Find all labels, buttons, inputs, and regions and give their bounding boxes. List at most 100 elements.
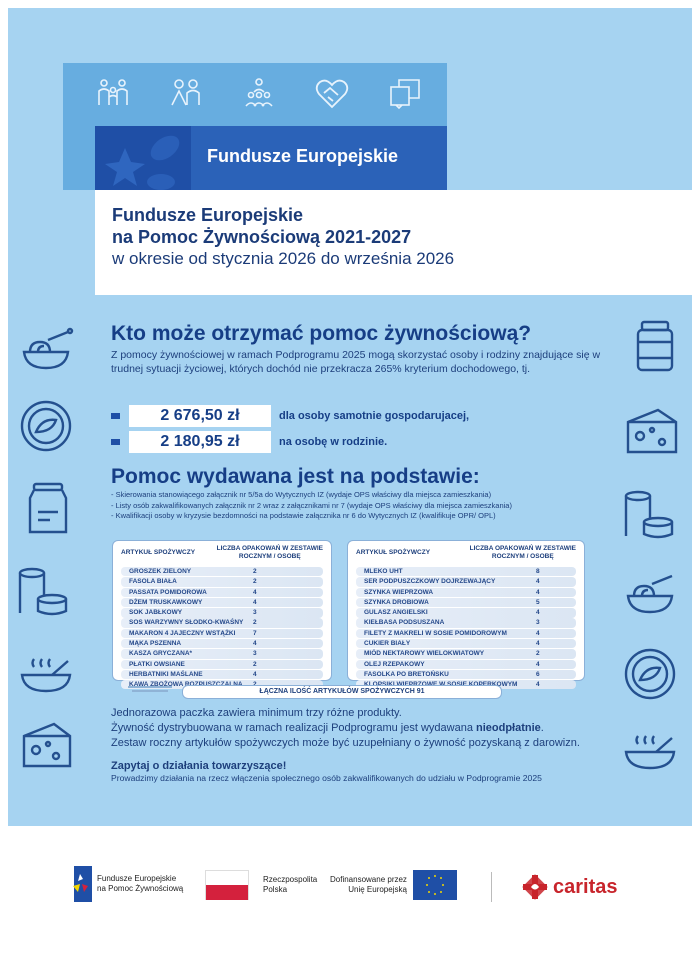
cans-icon — [18, 567, 68, 616]
item-qty: 2 — [253, 578, 257, 586]
basis-item: - Kwalifikacji osoby w kryzysie bezdomno… — [111, 511, 496, 520]
item-name: PŁATKI OWSIANE — [129, 660, 185, 668]
table-row: OLEJ RZEPAKOWY 4 — [356, 659, 576, 669]
item-qty: 4 — [536, 639, 540, 647]
basis-item: - Listy osób zakwalifikowanych załącznik… — [111, 500, 512, 510]
info-line: Jednorazowa paczka zawiera minimum trzy … — [111, 707, 402, 719]
table-row: DŻEM TRUSKAWKOWY 4 — [121, 597, 323, 608]
poland-flag-icon — [205, 870, 249, 900]
item-qty: 3 — [253, 650, 257, 658]
item-name: GULASZ ANGIELSKI — [364, 609, 428, 617]
table-row: CUKIER BIAŁY 4 — [356, 638, 576, 649]
item-qty: 6 — [536, 670, 540, 678]
table-row: MLEKO UHT 8 — [356, 567, 576, 577]
item-name: MĄKA PSZENNA — [129, 639, 182, 647]
item-name: SZYNKA DROBIOWA — [364, 598, 429, 606]
period: w okresie od stycznia 2026 do września 2… — [112, 249, 455, 268]
threshold-family: 2 180,95 zł na osobę w rodzinie. — [111, 431, 387, 453]
table-row: MAKARON 4 JAJECZNY WSTĄŻKI 7 — [121, 628, 323, 639]
item-qty: 2 — [253, 680, 323, 689]
item-name: KIEŁBASA PODSUSZANA — [364, 619, 445, 627]
item-name: SZYNKA WIEPRZOWA — [364, 588, 434, 596]
food-table-right: ARTYKUŁ SPOŻYWCZY LICZBA OPAKOWAŃ W ZESTA… — [347, 540, 585, 690]
col-header-qty: LICZBA OPAKOWAŃ W ZESTAWIE ROCZNYM / OSOB… — [469, 545, 576, 560]
item-qty: 3 — [253, 609, 257, 617]
threshold-single: 2 676,50 zł dla osoby samotnie gospodaru… — [111, 405, 469, 427]
table-header: ARTYKUŁ SPOŻYWCZY LICZBA OPAKOWAŃ W ZESTA… — [356, 545, 576, 567]
logo-fe-pomoc-zywnosciowa: Fundusze Europejskie na Pomoc Żywnościową — [70, 866, 183, 902]
basis-heading: Pomoc wydawana jest na podstawie: — [111, 465, 480, 488]
table-header: ARTYKUŁ SPOŻYWCZY LICZBA OPAKOWAŃ W ZESTA… — [121, 545, 323, 567]
item-qty: 4 — [536, 578, 540, 586]
family-icon — [95, 75, 131, 111]
fe-banner: Fundusze Europejskie — [95, 126, 447, 190]
basis-list: - Skierowania stanowiącego załącznik nr … — [111, 490, 512, 522]
item-name: SER PODPUSZCZKOWY DOJRZEWAJĄCY — [364, 578, 496, 586]
book-chat-icon — [387, 75, 423, 111]
milk-carton-icon — [28, 482, 68, 534]
item-name: KAWA ZBOŻOWA ROZPUSZCZALNA — [129, 681, 243, 689]
item-name: FILETY Z MAKRELI W SOSIE POMIDOROWYM — [364, 629, 507, 637]
top-icons — [95, 75, 423, 111]
total-box: ŁĄCZNA ILOŚĆ ARTYKUŁÓW SPOŻYWCZYCH 91 — [182, 685, 502, 699]
col-header-item: ARTYKUŁ SPOŻYWCZY — [121, 549, 196, 556]
food-table-left: ARTYKUŁ SPOŻYWCZY LICZBA OPAKOWAŃ W ZESTA… — [112, 540, 332, 690]
footer-divider — [491, 872, 492, 902]
threshold-label: dla osoby samotnie gospodarujacej, — [279, 410, 470, 422]
table-row: MIÓD NEKTAROWY WIELOKWIATOWY 2 — [356, 649, 576, 659]
people-icon — [168, 75, 204, 111]
item-qty: 4 — [536, 660, 540, 668]
threshold-amount: 2 180,95 zł — [129, 431, 271, 453]
item-name: DŻEM TRUSKAWKOWY — [129, 598, 203, 606]
table-row: FASOLKA PO BRETOŃSKU 6 — [356, 669, 576, 680]
item-name: KLOPSIKI WIEPRZOWE W SOSIE KOPERKOWYM — [364, 680, 517, 689]
free-highlight: nieodpłatnie — [476, 722, 541, 734]
item-name: FASOLKA PO BRETOŃSKU — [364, 670, 449, 678]
title-box: Fundusze Europejskie na Pomoc Żywnościow… — [95, 190, 692, 295]
eu-flag-icon — [412, 870, 457, 900]
table-row: MĄKA PSZENNA 4 — [121, 638, 323, 649]
item-name: SOK JABŁKOWY — [129, 609, 183, 617]
footnote — [128, 686, 172, 694]
col-header-qty: LICZBA OPAKOWAŃ W ZESTAWIE ROCZNYM / OSOB… — [216, 545, 323, 560]
threshold-amount: 2 676,50 zł — [129, 405, 271, 427]
plate-fish-icon — [20, 400, 72, 452]
item-name: HERBATNIKI MAŚLANE — [129, 670, 203, 678]
table-row: KAWA ZBOŻOWA ROZPUSZCZALNA 2 — [121, 680, 323, 690]
basis-item: - Skierowania stanowiącego załącznik nr … — [111, 490, 492, 499]
title-line1: Fundusze Europejskie — [112, 205, 304, 225]
item-name: SOS WARZYWNY SŁODKO-KWAŚNY — [129, 619, 244, 627]
soup-bowl-icon — [20, 658, 72, 693]
table-row: SOK JABŁKOWY 3 — [121, 608, 323, 618]
item-qty: 4 — [253, 598, 257, 606]
table-row: FILETY Z MAKRELI W SOSIE POMIDOROWYM 4 — [356, 628, 576, 639]
item-qty: 8 — [536, 568, 540, 575]
item-qty: 4 — [536, 588, 540, 596]
item-name: CUKIER BIAŁY — [364, 639, 411, 647]
caritas-flame-icon — [522, 874, 548, 900]
item-name: OLEJ RZEPAKOWY — [364, 660, 425, 668]
logo-caritas: caritas — [522, 874, 618, 900]
item-qty: 4 — [253, 639, 257, 647]
table-row: PASSATA POMIDOROWA 4 — [121, 587, 323, 597]
bullet — [111, 413, 120, 419]
item-qty: 2 — [253, 568, 257, 575]
eu-stars-graphic — [95, 126, 191, 190]
item-qty: 2 — [536, 650, 540, 658]
table-row: KIEŁBASA PODSUSZANA 3 — [356, 618, 576, 628]
cheese-icon — [22, 722, 72, 768]
table-row: GROSZEK ZIELONY 2 — [121, 567, 323, 577]
table-row: KLOPSIKI WIEPRZOWE W SOSIE KOPERKOWYM 4 — [356, 680, 576, 690]
cta-heading: Zapytaj o działania towarzyszące! — [111, 760, 287, 772]
item-qty: 4 — [536, 629, 540, 637]
title-line2: na Pomoc Żywnościową 2021-2027 — [112, 227, 412, 247]
cta-text: Prowadzimy działania na rzecz włączenia … — [111, 773, 542, 783]
table-row: SZYNKA WIEPRZOWA 4 — [356, 587, 576, 597]
table-row: SER PODPUSZCZKOWY DOJRZEWAJĄCY 4 — [356, 577, 576, 587]
eligibility-heading: Kto może otrzymać pomoc żywnościową? — [111, 322, 532, 345]
cans-icon — [624, 490, 674, 539]
fe-logo-icon — [73, 866, 92, 902]
item-name: GROSZEK ZIELONY — [129, 568, 192, 575]
item-qty: 4 — [536, 609, 540, 617]
info-line: Zestaw roczny artykułów spożywczych może… — [111, 737, 580, 749]
